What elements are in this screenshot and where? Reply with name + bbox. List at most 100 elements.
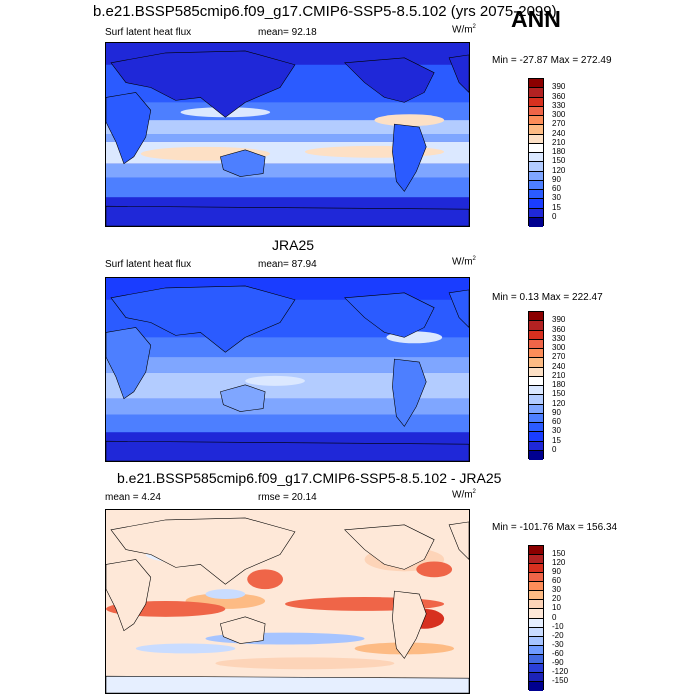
colorbar-tick-label: 0 bbox=[552, 612, 557, 622]
colorbar-segment bbox=[529, 321, 543, 331]
colorbar-tick-label: 20 bbox=[552, 594, 561, 604]
colorbar-segment bbox=[529, 672, 543, 682]
colorbar-segment bbox=[529, 654, 543, 664]
colorbar-segment bbox=[529, 423, 543, 433]
colorbar-segment bbox=[529, 79, 543, 89]
colorbar-tick-label: 120 bbox=[552, 165, 566, 175]
colorbar-segment bbox=[529, 432, 543, 442]
colorbar-segment bbox=[529, 645, 543, 655]
colorbar-segment bbox=[529, 600, 543, 610]
panel2-map bbox=[105, 277, 470, 462]
panel1-mean-label: mean= 92.18 bbox=[258, 27, 317, 38]
colorbar-segment bbox=[529, 97, 543, 107]
colorbar-segment bbox=[529, 330, 543, 340]
colorbar-segment bbox=[529, 386, 543, 396]
colorbar-segment bbox=[529, 125, 543, 135]
panel1-variable-label: Surf latent heat flux bbox=[105, 27, 192, 38]
colorbar-segment bbox=[529, 162, 543, 172]
colorbar-segment bbox=[529, 395, 543, 405]
colorbar-tick-label: 180 bbox=[552, 147, 566, 156]
colorbar-tick-label: 210 bbox=[552, 370, 566, 380]
panel2-mean-label: mean= 87.94 bbox=[258, 259, 317, 270]
colorbar-tick-label: 30 bbox=[552, 426, 561, 436]
colorbar-tick-label: 390 bbox=[552, 315, 566, 325]
colorbar-tick-label: 300 bbox=[552, 343, 566, 352]
colorbar-tick-label: 10 bbox=[552, 603, 561, 613]
colorbar-tick-label: 270 bbox=[552, 352, 566, 362]
colorbar-tick-label: 330 bbox=[552, 100, 566, 110]
colorbar-tick-label: 240 bbox=[552, 361, 566, 371]
panel2-title: JRA25 bbox=[272, 237, 315, 253]
colorbar-segment bbox=[529, 636, 543, 646]
colorbar-tick-label: 330 bbox=[552, 333, 566, 343]
colorbar-tick-label: 90 bbox=[552, 567, 561, 577]
colorbar-segment bbox=[529, 413, 543, 423]
colorbar-tick-label: -20 bbox=[552, 630, 564, 640]
panel2-variable-label: Surf latent heat flux bbox=[105, 259, 192, 270]
colorbar-tick-label: 90 bbox=[552, 174, 561, 184]
colorbar-segment bbox=[529, 171, 543, 181]
colorbar-segment bbox=[529, 404, 543, 414]
colorbar-segment bbox=[529, 681, 543, 691]
colorbar-segment bbox=[529, 143, 543, 153]
panel1-map bbox=[105, 42, 470, 227]
colorbar-segment bbox=[529, 199, 543, 209]
colorbar-segment bbox=[529, 349, 543, 359]
colorbar-tick-label: 180 bbox=[552, 380, 566, 389]
panel3-map-svg bbox=[106, 510, 469, 693]
colorbar-segment bbox=[529, 339, 543, 349]
panel3-title: b.e21.BSSP585cmip6.f09_g17.CMIP6-SSP5-8.… bbox=[117, 470, 502, 486]
colorbar-tick-label: 30 bbox=[552, 193, 561, 203]
colorbar-segment bbox=[529, 180, 543, 190]
panel3-rmse-label: rmse = 20.14 bbox=[258, 492, 317, 503]
colorbar-tick-label: 60 bbox=[552, 184, 561, 193]
plot-title: b.e21.BSSP585cmip6.f09_g17.CMIP6-SSP5-8.… bbox=[93, 3, 557, 20]
colorbar-segment bbox=[529, 367, 543, 377]
panel3-colorbar bbox=[528, 545, 544, 691]
colorbar-tick-label: -120 bbox=[552, 666, 569, 676]
colorbar-tick-label: 15 bbox=[552, 202, 561, 212]
colorbar-segment bbox=[529, 618, 543, 628]
panel2-units: W/m2 bbox=[452, 256, 476, 268]
colorbar-tick-label: 60 bbox=[552, 417, 561, 426]
colorbar-segment bbox=[529, 153, 543, 163]
colorbar-tick-label: 0 bbox=[552, 211, 557, 221]
colorbar-segment bbox=[529, 190, 543, 200]
panel1-minmax: Min = -27.87 Max = 272.49 bbox=[492, 55, 612, 66]
colorbar-segment bbox=[529, 358, 543, 368]
colorbar-tick-label: 150 bbox=[552, 389, 566, 399]
colorbar-tick-label: 360 bbox=[552, 91, 566, 101]
season-label: ANN bbox=[511, 6, 561, 32]
colorbar-tick-label: -10 bbox=[552, 621, 564, 631]
colorbar-tick-label: 390 bbox=[552, 82, 566, 92]
colorbar-segment bbox=[529, 116, 543, 126]
colorbar-tick-label: -30 bbox=[552, 639, 564, 649]
colorbar-tick-label: 90 bbox=[552, 407, 561, 417]
panel3-map bbox=[105, 509, 470, 694]
colorbar-tick-label: 0 bbox=[552, 444, 557, 454]
colorbar-segment bbox=[529, 376, 543, 386]
colorbar-segment bbox=[529, 441, 543, 451]
colorbar-tick-label: 300 bbox=[552, 110, 566, 119]
colorbar-tick-label: 270 bbox=[552, 119, 566, 129]
colorbar-segment bbox=[529, 88, 543, 98]
colorbar-tick-label: 360 bbox=[552, 324, 566, 334]
colorbar-segment bbox=[529, 609, 543, 619]
colorbar-tick-label: 240 bbox=[552, 128, 566, 138]
colorbar-segment bbox=[529, 217, 543, 227]
panel3-units: W/m2 bbox=[452, 489, 476, 501]
colorbar-segment bbox=[529, 564, 543, 574]
colorbar-tick-label: 15 bbox=[552, 435, 561, 445]
colorbar-segment bbox=[529, 208, 543, 218]
panel3-minmax: Min = -101.76 Max = 156.34 bbox=[492, 522, 618, 533]
colorbar-tick-label: -150 bbox=[552, 675, 569, 685]
colorbar-tick-label: -60 bbox=[552, 648, 564, 658]
colorbar-tick-label: 210 bbox=[552, 137, 566, 147]
colorbar-segment bbox=[529, 312, 543, 322]
colorbar-segment bbox=[529, 663, 543, 673]
colorbar-segment bbox=[529, 450, 543, 460]
colorbar-tick-label: 150 bbox=[552, 549, 566, 559]
colorbar-segment bbox=[529, 106, 543, 116]
panel3-mean-label: mean = 4.24 bbox=[105, 492, 161, 503]
panel1-units: W/m2 bbox=[452, 24, 476, 36]
